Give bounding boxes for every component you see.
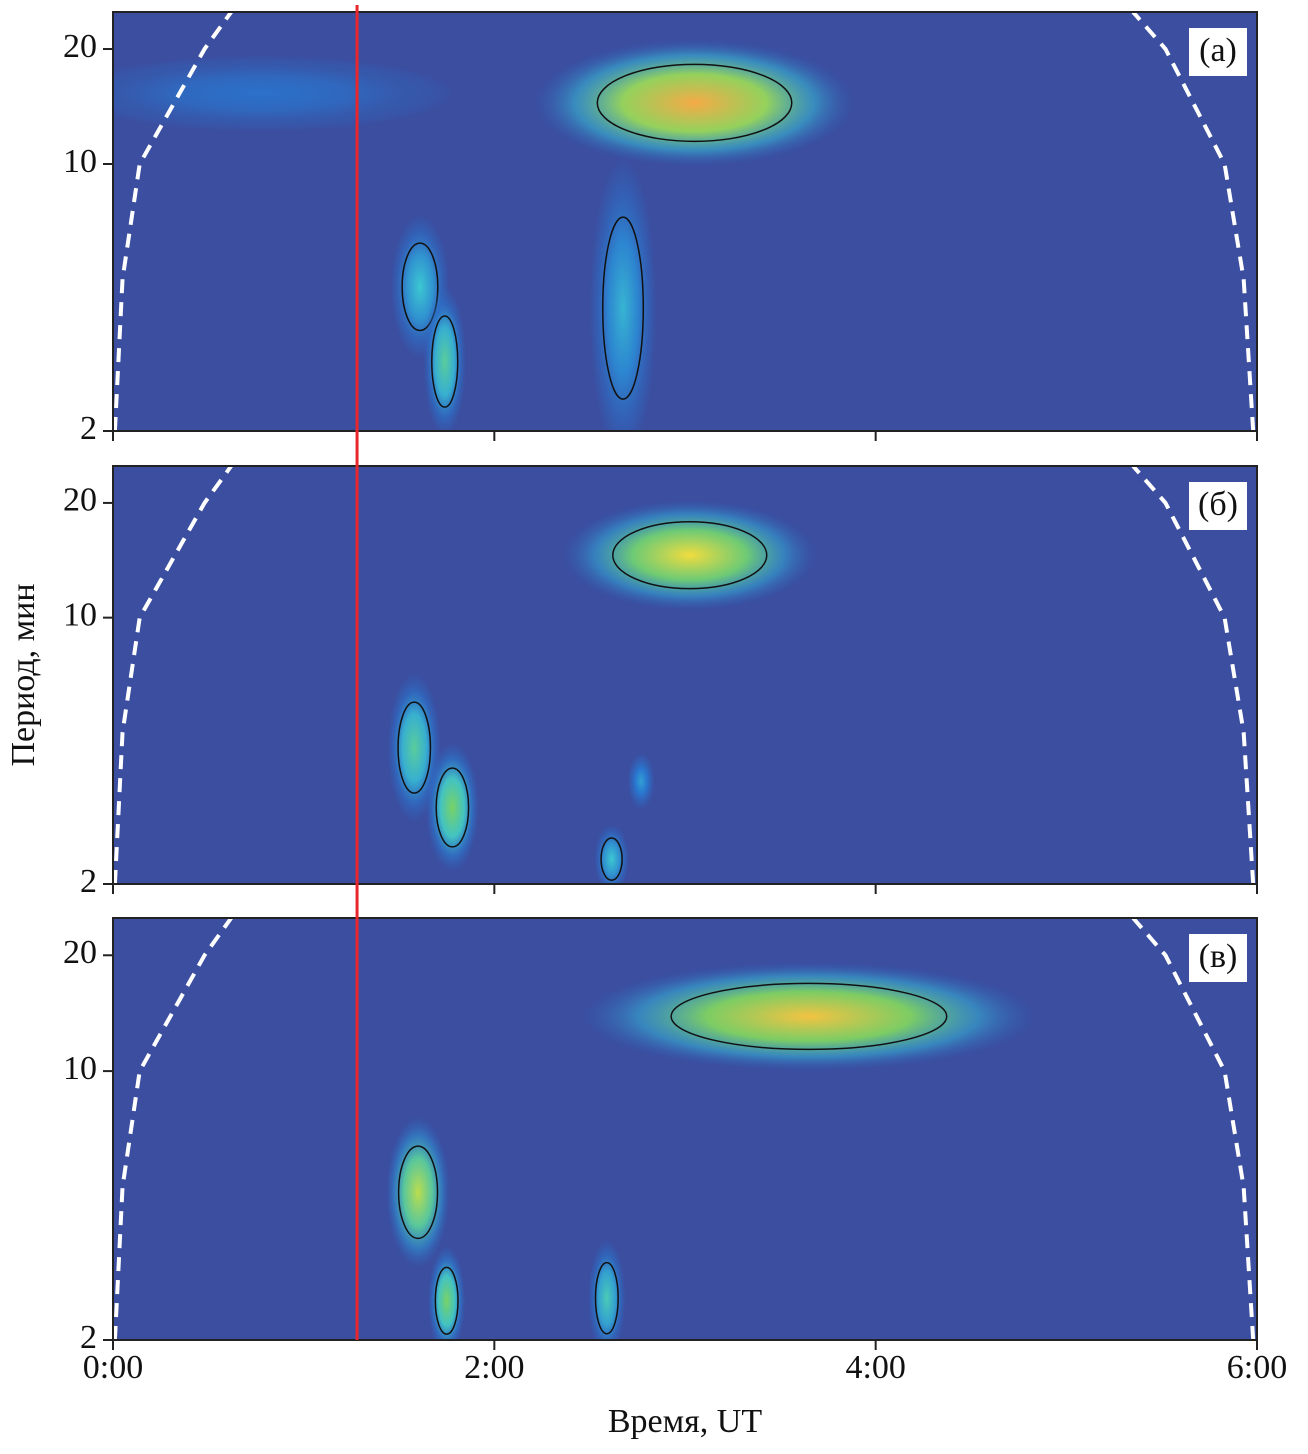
hotspot xyxy=(113,55,455,132)
y-tick-label: 10 xyxy=(63,1050,97,1087)
hotspot xyxy=(627,753,655,810)
y-tick-label: 20 xyxy=(63,28,97,65)
y-tick-label: 20 xyxy=(63,482,97,519)
hotspot xyxy=(425,742,480,873)
hotspot xyxy=(534,39,855,167)
plot-frame xyxy=(112,917,1258,1341)
hotspot xyxy=(582,962,1036,1071)
cone-of-influence xyxy=(1131,466,1256,884)
y-tick-label: 10 xyxy=(63,143,97,180)
panel-label: (а) xyxy=(1199,32,1237,69)
contour xyxy=(596,63,793,143)
x-tick-label: 0:00 xyxy=(83,1349,143,1386)
x-axis-label: Время, UT xyxy=(608,1403,762,1440)
contour xyxy=(594,1261,619,1335)
x-tick-label: 6:00 xyxy=(1227,1349,1287,1386)
y-tick-label: 2 xyxy=(80,863,97,900)
contour xyxy=(600,837,623,882)
y-tick-label: 2 xyxy=(80,410,97,447)
heatmap xyxy=(113,12,1256,431)
contour xyxy=(401,242,439,332)
hotspot xyxy=(562,500,817,611)
contour xyxy=(397,701,432,794)
y-tick-label: 10 xyxy=(63,596,97,633)
contour xyxy=(397,1145,439,1240)
plot-frame xyxy=(112,11,1258,432)
cone-of-influence xyxy=(113,12,233,431)
contour xyxy=(431,315,459,408)
hotspot xyxy=(423,286,467,431)
panel-label-box xyxy=(1189,28,1247,76)
x-tick-label: 4:00 xyxy=(845,1349,905,1386)
plot-frame xyxy=(112,465,1258,885)
heatmap xyxy=(113,466,1256,884)
y-tick-label: 2 xyxy=(80,1319,97,1356)
x-tick-label: 2:00 xyxy=(464,1349,524,1386)
panel-label-box xyxy=(1189,934,1247,982)
contour xyxy=(435,767,470,848)
panel-label: (в) xyxy=(1199,938,1238,975)
contour xyxy=(670,982,948,1051)
contour xyxy=(434,1266,459,1335)
cone-of-influence xyxy=(113,466,233,884)
contour xyxy=(602,216,645,400)
cone-of-influence xyxy=(113,918,233,1340)
panel-label-box xyxy=(1189,482,1247,530)
heatmap xyxy=(113,918,1256,1340)
hotspot xyxy=(589,158,657,431)
y-axis-label: Период, мин xyxy=(5,583,42,766)
hotspot xyxy=(386,1116,451,1269)
cone-of-influence xyxy=(1131,918,1256,1340)
y-tick-label: 20 xyxy=(63,934,97,971)
cone-of-influence xyxy=(1131,12,1256,431)
panel-label: (б) xyxy=(1198,486,1238,523)
contour xyxy=(612,520,768,590)
